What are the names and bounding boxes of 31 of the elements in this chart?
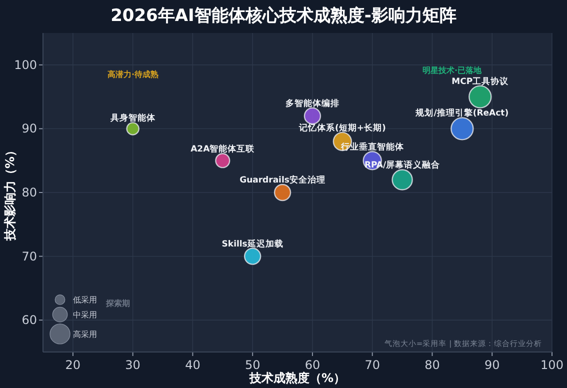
data-label: Skills延迟加载	[222, 238, 284, 250]
annotation: 探索期	[105, 299, 130, 308]
chart-title: 2026年AI智能体核心技术成熟度-影响力矩阵	[110, 6, 456, 26]
y-axis-title: 技术影响力（%）	[3, 144, 17, 242]
x-tick-label: 100	[540, 358, 564, 372]
data-label: 记忆体系(短期+长期)	[298, 122, 386, 134]
data-label: 具身智能体	[109, 112, 156, 124]
x-tick-label: 90	[484, 358, 500, 372]
y-tick-label: 100	[14, 58, 37, 72]
annotation: 高潜力·待成熟	[107, 69, 159, 79]
legend-label: 中采用	[73, 310, 97, 320]
data-label: Guardrails安全治理	[240, 174, 326, 186]
x-tick-label: 80	[424, 358, 440, 372]
y-tick-label: 70	[22, 249, 37, 264]
y-tick-label: 80	[22, 186, 37, 200]
data-label: 规划/推理引擎(ReAct)	[414, 108, 509, 119]
data-label: MCP工具协议	[452, 76, 510, 87]
data-label: A2A智能体互联	[190, 144, 256, 155]
y-tick-label: 60	[22, 313, 37, 328]
x-tick-label: 50	[244, 358, 260, 372]
annotation: 明星技术·已落地	[422, 66, 483, 75]
x-tick-label: 70	[364, 358, 380, 372]
legend-label: 低采用	[73, 296, 97, 305]
x-tick-label: 60	[304, 358, 320, 372]
x-tick-label: 20	[65, 358, 81, 372]
x-tick-label: 40	[185, 358, 200, 372]
data-label: 多智能体编排	[285, 98, 340, 109]
legend-label: 高采用	[73, 330, 97, 339]
x-axis-title: 技术成熟度（%）	[248, 371, 346, 385]
x-tick-label: 30	[125, 358, 140, 372]
y-tick-label: 90	[22, 122, 37, 136]
